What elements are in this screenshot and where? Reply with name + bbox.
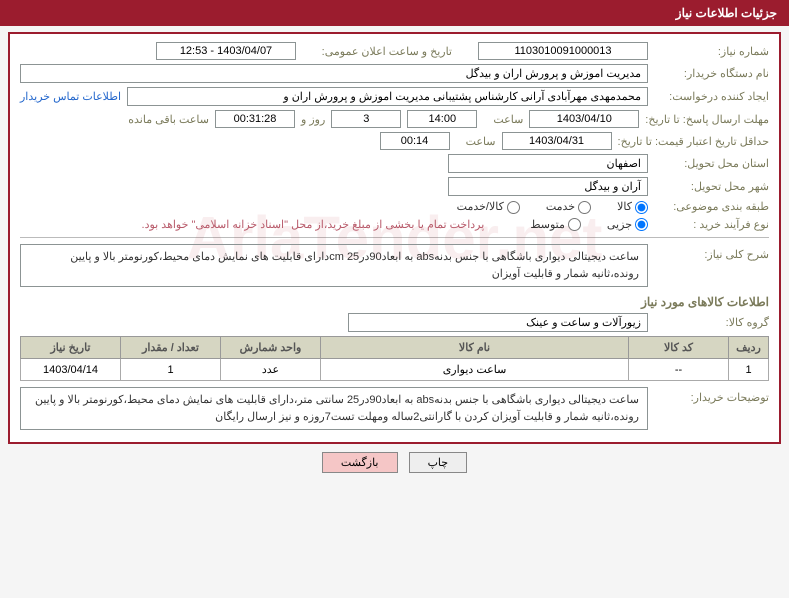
remain-suffix: ساعت باقی مانده xyxy=(128,113,209,126)
validity-label: حداقل تاریخ اعتبار قیمت: تا تاریخ: xyxy=(618,135,769,148)
goods-section-title: اطلاعات کالاهای مورد نیاز xyxy=(20,295,769,309)
th-row: ردیف xyxy=(729,337,769,359)
countdown: 00:31:28 xyxy=(215,110,295,128)
th-name: نام کالا xyxy=(321,337,629,359)
deadline-time: 14:00 xyxy=(407,110,477,128)
radio-minor-label: جزیی xyxy=(607,218,648,232)
radio-goods-label: کالا xyxy=(617,200,648,214)
radio-medium-label: متوسط xyxy=(530,218,581,232)
td-qty: 1 xyxy=(121,359,221,381)
th-date: تاریخ نیاز xyxy=(21,337,121,359)
city-value: آران و بیدگل xyxy=(448,177,648,196)
radio-goods[interactable] xyxy=(635,201,648,214)
buyer-notes-box: ساعت دیجیتالی دیواری باشگاهی با جنس بدنه… xyxy=(20,387,648,430)
radio-medium[interactable] xyxy=(568,218,581,231)
process-label: نوع فرآیند خرید : xyxy=(654,218,769,231)
validity-date: 1403/04/31 xyxy=(502,132,612,150)
time-label-1: ساعت xyxy=(483,113,523,126)
radio-minor[interactable] xyxy=(635,218,648,231)
radio-medium-text: متوسط xyxy=(530,219,565,231)
td-row: 1 xyxy=(729,359,769,381)
buyer-notes-label: توضیحات خریدار: xyxy=(654,387,769,404)
back-button[interactable]: بازگشت xyxy=(322,452,398,473)
city-label: شهر محل تحویل: xyxy=(654,180,769,193)
radio-service[interactable] xyxy=(578,201,591,214)
time-label-2: ساعت xyxy=(456,135,496,148)
radio-goods-service-label: کالا/خدمت xyxy=(457,200,520,214)
radio-service-text: خدمت xyxy=(546,201,575,213)
payment-note: پرداخت تمام یا بخشی از مبلغ خرید،از محل … xyxy=(142,218,485,231)
deadline-date: 1403/04/10 xyxy=(529,110,639,128)
class-label: طبقه بندی موضوعی: xyxy=(654,200,769,213)
group-value: زیورآلات و ساعت و عینک xyxy=(348,313,648,332)
radio-goods-service-text: کالا/خدمت xyxy=(457,201,504,213)
province-value: اصفهان xyxy=(448,154,648,173)
announce-value: 1403/04/07 - 12:53 xyxy=(156,42,296,60)
th-code: کد کالا xyxy=(629,337,729,359)
td-name: ساعت دیواری xyxy=(321,359,629,381)
summary-box: ساعت دیجیتالی دیواری باشگاهی با جنس بدنه… xyxy=(20,244,648,287)
summary-label: شرح کلی نیاز: xyxy=(654,244,769,261)
deadline-label: مهلت ارسال پاسخ: تا تاریخ: xyxy=(645,113,769,126)
button-bar: چاپ بازگشت xyxy=(0,452,789,473)
requester-label: ایجاد کننده درخواست: xyxy=(654,90,769,103)
td-unit: عدد xyxy=(221,359,321,381)
radio-goods-text: کالا xyxy=(617,201,632,213)
need-no-value: 1103010091000013 xyxy=(478,42,648,60)
buyer-org-value: مدیریت اموزش و پرورش اران و بیدگل xyxy=(20,64,648,83)
goods-table: ردیف کد کالا نام کالا واحد شمارش تعداد /… xyxy=(20,336,769,381)
radio-goods-service[interactable] xyxy=(507,201,520,214)
days-remaining: 3 xyxy=(331,110,401,128)
table-row: 1 -- ساعت دیواری عدد 1 1403/04/14 xyxy=(21,359,769,381)
announce-label: تاریخ و ساعت اعلان عمومی: xyxy=(302,45,452,58)
radio-service-label: خدمت xyxy=(546,200,591,214)
main-panel: ArlaTender.net شماره نیاز: 1103010091000… xyxy=(8,32,781,444)
print-button[interactable]: چاپ xyxy=(409,452,468,473)
contact-link[interactable]: اطلاعات تماس خریدار xyxy=(20,90,121,103)
validity-time: 00:14 xyxy=(380,132,450,150)
buyer-org-label: نام دستگاه خریدار: xyxy=(654,67,769,80)
th-qty: تعداد / مقدار xyxy=(121,337,221,359)
radio-minor-text: جزیی xyxy=(607,219,632,231)
group-label: گروه کالا: xyxy=(654,316,769,329)
td-code: -- xyxy=(629,359,729,381)
province-label: استان محل تحویل: xyxy=(654,157,769,170)
page-header: جزئیات اطلاعات نیاز xyxy=(0,0,789,26)
days-suffix: روز و xyxy=(301,113,325,126)
requester-value: محمدمهدی مهرآبادی آرانی کارشناس پشتیبانی… xyxy=(127,87,648,106)
need-no-label: شماره نیاز: xyxy=(654,45,769,58)
th-unit: واحد شمارش xyxy=(221,337,321,359)
td-date: 1403/04/14 xyxy=(21,359,121,381)
